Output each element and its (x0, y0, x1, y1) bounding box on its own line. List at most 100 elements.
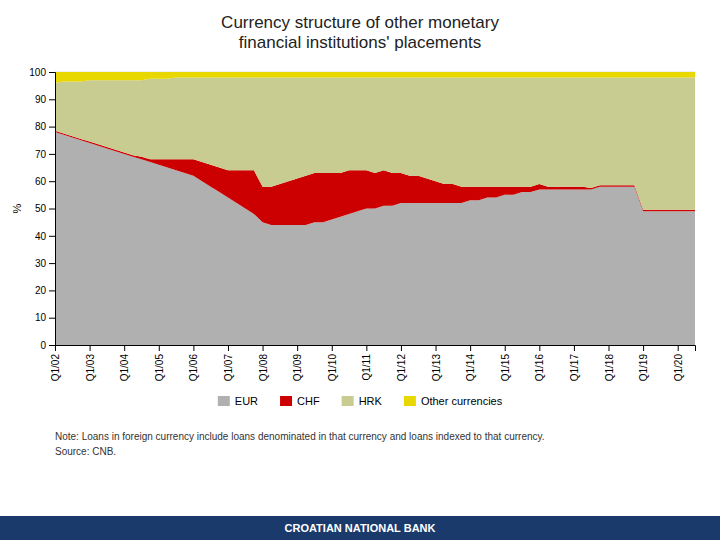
tick: 90 (35, 94, 55, 105)
tick-mark (159, 345, 160, 351)
tick: Q1/16 (534, 345, 545, 381)
tick-mark (49, 99, 55, 100)
tick-label: 60 (35, 176, 47, 187)
tick-mark (193, 345, 194, 351)
legend-label: Other currencies (421, 395, 503, 407)
footer-bar (0, 516, 720, 540)
tick: Q1/17 (569, 345, 580, 381)
legend-item: CHF (280, 395, 320, 407)
tick-mark (401, 345, 402, 351)
tick-label: Q1/15 (500, 354, 511, 382)
tick: 0 (40, 340, 55, 351)
legend-swatch (280, 396, 292, 406)
tick-mark (539, 345, 540, 351)
tick-label: Q1/10 (327, 354, 338, 382)
tick-label: Q1/03 (85, 354, 96, 382)
tick-label: 100 (29, 67, 46, 78)
tick: Q1/14 (465, 345, 476, 381)
tick: 50 (35, 203, 55, 214)
tick: 10 (35, 312, 55, 323)
legend-label: EUR (235, 395, 258, 407)
tick: Q1/09 (292, 345, 303, 381)
tick: 60 (35, 176, 55, 187)
tick-label: Q1/17 (569, 354, 580, 382)
tick: Q1/20 (673, 345, 684, 381)
tick-mark (470, 345, 471, 351)
tick-label: 80 (35, 121, 47, 132)
legend-swatch (218, 396, 230, 406)
legend-swatch (404, 396, 416, 406)
tick-label: 40 (35, 231, 47, 242)
tick-mark (263, 345, 264, 351)
tick-mark (49, 263, 55, 264)
tick-label: 10 (35, 312, 47, 323)
tick: Q1/03 (85, 345, 96, 381)
areas (55, 72, 695, 345)
tick: Q1/08 (258, 345, 269, 381)
tick: Q1/04 (119, 345, 130, 381)
tick-mark (332, 345, 333, 351)
tick: Q1/05 (154, 345, 165, 381)
legend-item: HRK (342, 395, 383, 407)
axis-title: % (11, 203, 23, 213)
tick-label: Q1/04 (119, 354, 130, 382)
tick-label: Q1/14 (465, 354, 476, 382)
tick-mark (228, 345, 229, 351)
tick: 30 (35, 258, 55, 269)
tick-label: Q1/05 (154, 354, 165, 382)
tick-mark (49, 236, 55, 237)
tick-label: 90 (35, 94, 47, 105)
tick: 20 (35, 285, 55, 296)
legend-swatch (342, 396, 354, 406)
legend: EUR CHF HRK Other currencies (218, 395, 503, 407)
tick-mark (49, 318, 55, 319)
tick: 100 (29, 67, 55, 78)
axis-line (49, 73, 56, 346)
tick-label: Q1/11 (361, 354, 372, 381)
grid (55, 72, 695, 345)
tick: 70 (35, 149, 55, 160)
legend-label: CHF (297, 395, 320, 407)
tick-mark (49, 127, 55, 128)
tick: Q1/06 (188, 345, 199, 381)
area (55, 77, 695, 209)
tick-mark (609, 345, 610, 351)
tick-mark (436, 345, 437, 351)
tick-label: Q1/16 (534, 354, 545, 382)
legend-item: EUR (218, 395, 258, 407)
tick-label: Q1/20 (673, 354, 684, 382)
tick-mark (574, 345, 575, 351)
tick-label: 0 (40, 340, 46, 351)
tick: Q1/13 (431, 345, 442, 381)
legend-label: HRK (359, 395, 383, 407)
tick-mark (55, 345, 56, 351)
y-axis: 0 10 20 30 40 50 60 70 80 90 100 (29, 67, 55, 351)
note: Note: Loans in foreign currency include … (55, 431, 545, 442)
tick-label: 50 (35, 203, 47, 214)
tick-label: Q1/12 (396, 354, 407, 382)
area (55, 72, 695, 83)
tick: Q1/19 (638, 345, 649, 381)
footer-text: CROATIAN NATIONAL BANK (285, 522, 436, 534)
tick-mark (49, 290, 55, 291)
tick-label: Q1/18 (604, 354, 615, 382)
tick-mark (49, 209, 55, 210)
tick-mark (643, 345, 644, 351)
tick-mark (366, 345, 367, 351)
note: Source: CNB. (55, 446, 116, 457)
tick-label: Q1/07 (223, 354, 234, 382)
tick: Q1/18 (604, 345, 615, 381)
tick-label: Q1/02 (50, 354, 61, 382)
tick-label: Q1/06 (188, 354, 199, 382)
tick: 80 (35, 121, 55, 132)
tick-label: Q1/08 (258, 354, 269, 382)
title: Currency structure of other monetaryfina… (221, 13, 499, 52)
tick: Q1/11 (361, 345, 372, 381)
tick-label: 70 (35, 149, 47, 160)
tick-label: Q1/13 (431, 354, 442, 382)
tick-mark (49, 181, 55, 182)
tick-label: Q1/19 (638, 354, 649, 382)
x-axis: Q1/02 Q1/03 Q1/04 Q1/05 Q1/06 Q1/07 Q1/08 Q1/09… (50, 345, 696, 381)
tick: 40 (35, 231, 55, 242)
tick: Q1/07 (223, 345, 234, 381)
